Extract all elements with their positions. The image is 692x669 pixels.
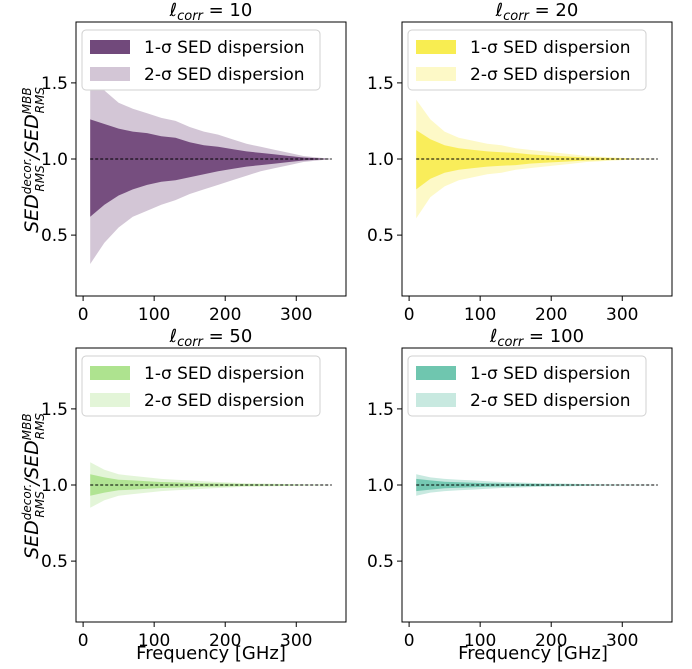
x-tick-label: 100 — [464, 305, 496, 325]
x-tick-label: 0 — [404, 305, 415, 325]
one-sigma-band — [416, 130, 658, 190]
x-tick-label: 200 — [209, 305, 241, 325]
legend-box — [81, 355, 321, 417]
y-tick-label: 1.5 — [367, 74, 394, 94]
x-tick-label: 300 — [280, 631, 312, 651]
panel-2: 0 100 200 300 0.5 1.0 1.5 ℓcorr = 20 1-σ SED dis… — [367, 0, 673, 325]
legend-one-sigma-swatch — [90, 366, 130, 380]
legend-one-sigma-label: 1-σ SED dispersion — [144, 38, 305, 58]
x-tick-label: 0 — [404, 631, 415, 651]
legend-one-sigma-label: 1-σ SED dispersion — [470, 364, 631, 384]
legend-box — [407, 355, 647, 417]
one-sigma-band — [90, 119, 332, 217]
y-tick-label: 1.5 — [367, 400, 394, 420]
legend: 1-σ SED dispersion 2-σ SED dispersion — [81, 355, 321, 417]
x-axis-label-right: Frequency [GHz] — [458, 643, 608, 664]
x-axis-label-left: Frequency [GHz] — [136, 643, 286, 664]
y-tick-label: 1.5 — [41, 74, 68, 94]
x-tick-label: 100 — [464, 631, 496, 651]
legend: 1-σ SED dispersion 2-σ SED dispersion — [81, 29, 321, 91]
legend-one-sigma-swatch — [416, 40, 456, 54]
x-tick-label: 300 — [606, 631, 638, 651]
y-tick-label: 1.0 — [367, 476, 394, 496]
x-tick-label: 300 — [280, 305, 312, 325]
x-tick-label: 200 — [535, 305, 567, 325]
y-tick-label: 1.0 — [367, 150, 394, 170]
x-tick-label: 0 — [78, 631, 89, 651]
panel-title: ℓcorr = 10 — [169, 0, 253, 24]
y-tick-label: 0.5 — [41, 552, 68, 572]
y-axis-label-top: SEDdecor.RMS/SEDMBBRMS — [20, 87, 47, 233]
x-tick-label: 100 — [138, 305, 170, 325]
legend-two-sigma-label: 2-σ SED dispersion — [470, 65, 631, 85]
legend-two-sigma-label: 2-σ SED dispersion — [144, 65, 305, 85]
panel-3: 0 100 200 300 0.5 1.0 1.5 ℓcorr = 50 1-σ SED dis… — [41, 326, 347, 651]
legend-one-sigma-swatch — [416, 366, 456, 380]
x-tick-label: 300 — [606, 305, 638, 325]
y-tick-label: 1.0 — [41, 476, 68, 496]
legend-two-sigma-swatch — [90, 67, 130, 81]
x-tick-label: 200 — [209, 631, 241, 651]
legend-two-sigma-swatch — [416, 67, 456, 81]
panel-title: ℓcorr = 20 — [495, 0, 579, 24]
y-tick-label: 0.5 — [367, 226, 394, 246]
panel-title: ℓcorr = 100 — [489, 326, 584, 350]
x-tick-label: 0 — [78, 305, 89, 325]
panel-title: ℓcorr = 50 — [169, 326, 253, 350]
panel-1: 0 100 200 300 0.5 1.0 1.5 ℓcorr = 10 1-σ SED dis… — [41, 0, 347, 325]
legend-two-sigma-label: 2-σ SED dispersion — [470, 391, 631, 411]
y-tick-label: 1.0 — [41, 150, 68, 170]
legend-one-sigma-label: 1-σ SED dispersion — [470, 38, 631, 58]
legend-box — [81, 29, 321, 91]
legend-one-sigma-label: 1-σ SED dispersion — [144, 364, 305, 384]
legend-two-sigma-swatch — [90, 393, 130, 407]
legend-box — [407, 29, 647, 91]
legend-two-sigma-label: 2-σ SED dispersion — [144, 391, 305, 411]
legend-two-sigma-swatch — [416, 393, 456, 407]
legend-one-sigma-swatch — [90, 40, 130, 54]
y-axis-label-bottom: SEDdecor.RMS/SEDMBBRMS — [20, 413, 47, 559]
panel-4: 0 100 200 300 0.5 1.0 1.5 ℓcorr = 100 1-σ SED di… — [367, 326, 673, 651]
y-tick-label: 0.5 — [367, 552, 394, 572]
legend: 1-σ SED dispersion 2-σ SED dispersion — [407, 355, 647, 417]
x-tick-label: 100 — [138, 631, 170, 651]
x-tick-label: 200 — [535, 631, 567, 651]
y-tick-label: 0.5 — [41, 226, 68, 246]
y-tick-label: 1.5 — [41, 400, 68, 420]
legend: 1-σ SED dispersion 2-σ SED dispersion — [407, 29, 647, 91]
